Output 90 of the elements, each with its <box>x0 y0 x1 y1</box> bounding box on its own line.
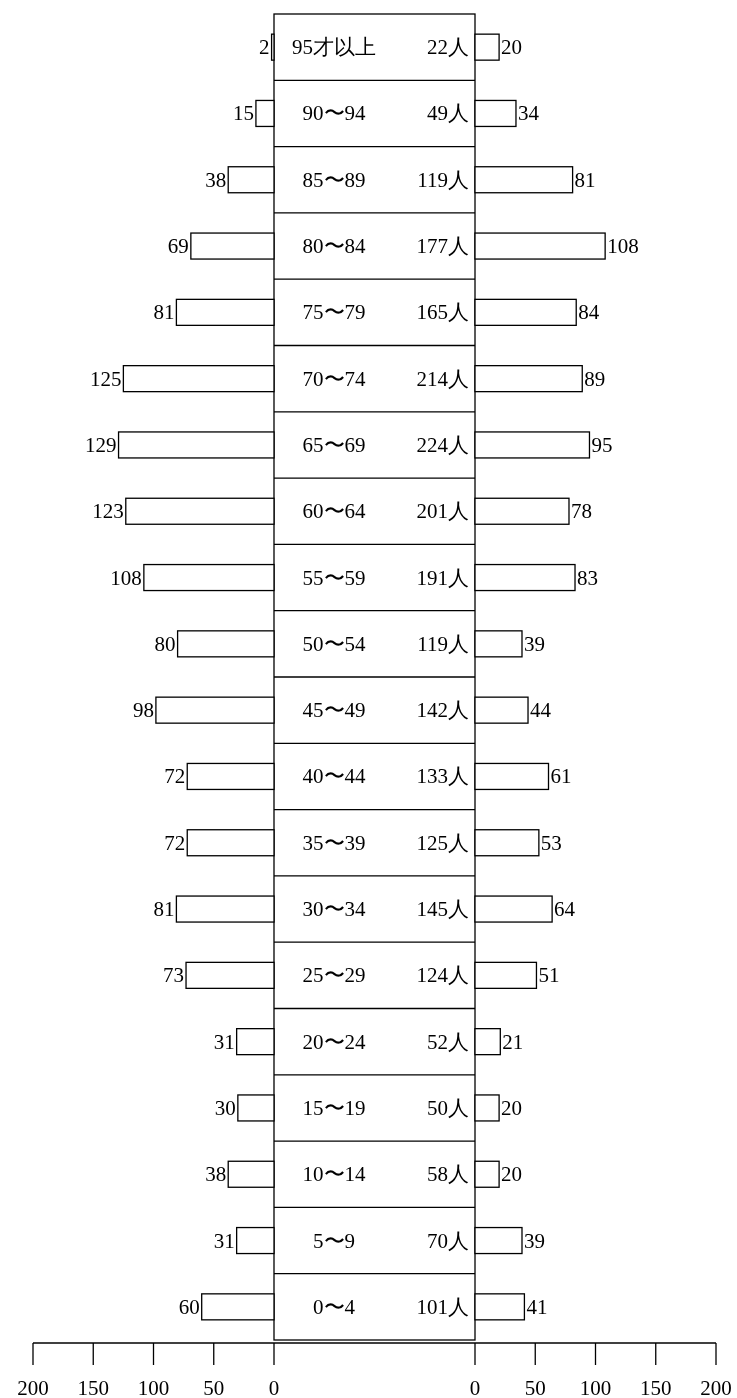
y-tick-label: 85〜89 <box>302 167 366 192</box>
x-tick-label: 150 <box>77 1376 109 1398</box>
y-tick-label: 60〜64 <box>302 499 366 524</box>
data-label: 60 <box>178 1294 200 1319</box>
y-tick-label: 25〜29 <box>302 963 366 988</box>
data-label: 81 <box>153 300 175 325</box>
data-label: 72 <box>164 764 186 789</box>
data-label: 41 <box>526 1294 548 1319</box>
text: 142人 <box>416 698 469 723</box>
text: 224人 <box>416 432 469 457</box>
x-tick-label: 50 <box>203 1376 225 1398</box>
data-label: 20 <box>501 1162 523 1187</box>
text: 145人 <box>416 897 469 922</box>
text: 101人 <box>416 1294 469 1319</box>
text: 119人 <box>417 631 469 656</box>
text: 52人 <box>427 1029 469 1054</box>
text: 49人 <box>427 101 469 126</box>
text: 201人 <box>416 499 469 524</box>
text: 133人 <box>416 764 469 789</box>
text: 50人 <box>427 1095 469 1120</box>
data-label: 31 <box>213 1228 235 1253</box>
data-label: 81 <box>574 167 596 192</box>
x-tick-label: 150 <box>640 1376 672 1398</box>
text: 119人 <box>417 167 469 192</box>
x-tick-label: 0 <box>268 1376 280 1398</box>
y-tick-label: 10〜14 <box>302 1162 366 1187</box>
data-label: 53 <box>540 830 562 855</box>
data-label: 80 <box>154 631 176 656</box>
data-label: 69 <box>167 234 189 259</box>
data-label: 39 <box>523 631 545 656</box>
data-label: 129 <box>85 432 117 457</box>
data-label: 89 <box>584 366 606 391</box>
data-label: 38 <box>205 167 227 192</box>
y-tick-label: 55〜59 <box>302 565 366 590</box>
data-label: 20 <box>501 35 523 60</box>
data-label: 98 <box>132 698 154 723</box>
data-label: 21 <box>502 1029 524 1054</box>
x-tick-label: 50 <box>524 1376 546 1398</box>
y-tick-label: 90〜94 <box>302 101 366 126</box>
text: 125人 <box>416 830 469 855</box>
data-label: 78 <box>570 499 592 524</box>
text: 191人 <box>416 565 469 590</box>
x-tick-label: 100 <box>579 1376 612 1398</box>
y-tick-label: 0〜4 <box>313 1294 356 1319</box>
y-tick-label: 95才以上 <box>292 35 376 60</box>
data-label: 34 <box>517 101 540 126</box>
y-tick-label: 70〜74 <box>302 366 366 391</box>
data-label: 64 <box>554 897 576 922</box>
data-label: 51 <box>538 963 560 988</box>
text: 22人 <box>427 35 469 60</box>
data-label: 108 <box>110 565 142 590</box>
data-label: 30 <box>214 1095 236 1120</box>
data-label: 83 <box>577 565 599 590</box>
y-tick-label: 15〜19 <box>302 1095 366 1120</box>
y-tick-label: 45〜49 <box>302 698 366 723</box>
y-tick-label: 80〜84 <box>302 234 366 259</box>
data-label: 84 <box>578 300 600 325</box>
y-tick-label: 20〜24 <box>302 1029 366 1054</box>
data-label: 39 <box>523 1228 545 1253</box>
y-tick-label: 40〜44 <box>302 764 366 789</box>
data-label: 61 <box>550 764 572 789</box>
data-label: 81 <box>153 897 175 922</box>
y-tick-label: 75〜79 <box>302 300 366 325</box>
y-tick-label: 5〜9 <box>313 1228 355 1253</box>
data-label: 108 <box>607 234 639 259</box>
text: 70人 <box>427 1228 469 1253</box>
x-tick-label: 200 <box>700 1376 732 1398</box>
text: 58人 <box>427 1162 469 1187</box>
text: 165人 <box>416 300 469 325</box>
data-label: 38 <box>205 1162 227 1187</box>
data-label: 72 <box>164 830 186 855</box>
text: 214人 <box>416 366 469 391</box>
text: 177人 <box>416 234 469 259</box>
data-label: 73 <box>163 963 185 988</box>
y-tick-label: 35〜39 <box>302 830 366 855</box>
y-tick-label: 30〜34 <box>302 897 366 922</box>
data-label: 125 <box>89 366 122 391</box>
x-tick-label: 200 <box>17 1376 49 1398</box>
y-tick-label: 50〜54 <box>302 631 366 656</box>
data-label: 31 <box>213 1029 235 1054</box>
data-label: 20 <box>501 1095 523 1120</box>
data-label: 2 <box>259 35 270 60</box>
text: 124人 <box>416 963 469 988</box>
data-label: 44 <box>530 698 552 723</box>
data-label: 95 <box>591 432 613 457</box>
data-label: 123 <box>92 499 124 524</box>
x-tick-label: 100 <box>137 1376 170 1398</box>
y-tick-label: 65〜69 <box>302 432 366 457</box>
x-tick-label: 0 <box>469 1376 481 1398</box>
data-label: 15 <box>232 101 254 126</box>
